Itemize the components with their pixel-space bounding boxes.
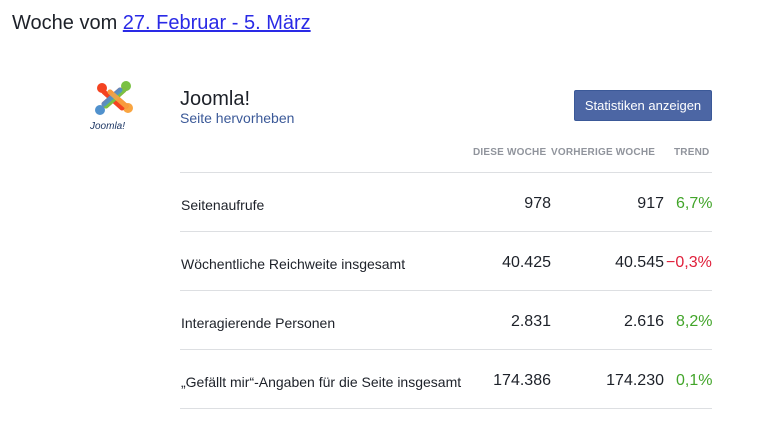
row-divider bbox=[180, 408, 712, 409]
row-divider bbox=[180, 172, 712, 173]
joomla-logo-icon: Joomla! bbox=[89, 81, 133, 132]
metric-previous-week: 40.545 bbox=[615, 254, 664, 271]
metric-previous-week: 174.230 bbox=[606, 372, 664, 389]
date-range-link[interactable]: 27. Februar - 5. März bbox=[122, 12, 311, 34]
week-heading: Woche vom 27. Februar - 5. März bbox=[12, 12, 311, 35]
page-title: Joomla! bbox=[180, 88, 251, 110]
metric-this-week: 40.425 bbox=[502, 254, 551, 271]
view-statistics-button[interactable]: Statistiken anzeigen bbox=[574, 90, 712, 121]
metric-trend: 8,2% bbox=[676, 313, 713, 330]
metric-label-engaged-people: Interagierende Personen bbox=[181, 315, 336, 331]
metric-label-weekly-reach: Wöchentliche Reichweite insgesamt bbox=[181, 256, 406, 272]
row-divider bbox=[180, 290, 712, 291]
metric-this-week: 2.831 bbox=[510, 313, 551, 330]
metric-label-total-page-likes: „Gefällt mir“-Angaben für die Seite insg… bbox=[181, 374, 462, 390]
metric-trend: 0,1% bbox=[676, 372, 713, 389]
metric-label-page-views: Seitenaufrufe bbox=[181, 197, 265, 213]
metric-previous-week: 917 bbox=[637, 195, 664, 212]
week-prefix: Woche vom bbox=[12, 12, 118, 34]
metric-this-week: 978 bbox=[524, 195, 551, 212]
metric-this-week: 174.386 bbox=[493, 372, 551, 389]
row-divider bbox=[180, 231, 712, 232]
row-divider bbox=[180, 349, 712, 350]
column-header-previous-week: VORHERIGE WOCHE bbox=[551, 147, 656, 158]
metric-trend: 6,7% bbox=[676, 195, 713, 212]
logo-wordmark: Joomla! bbox=[89, 121, 125, 132]
metric-previous-week: 2.616 bbox=[623, 313, 664, 330]
metric-trend: −0,3% bbox=[666, 254, 712, 271]
column-header-trend: TREND bbox=[674, 147, 710, 158]
highlight-page-link[interactable]: Seite hervorheben bbox=[180, 110, 295, 126]
column-header-this-week: DIESE WOCHE bbox=[473, 147, 547, 158]
